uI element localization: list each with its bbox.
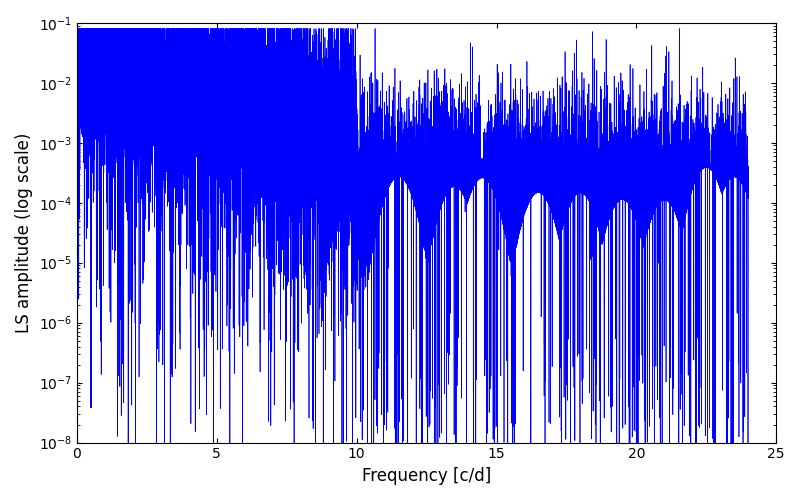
Y-axis label: LS amplitude (log scale): LS amplitude (log scale) [15,132,33,333]
X-axis label: Frequency [c/d]: Frequency [c/d] [362,467,491,485]
